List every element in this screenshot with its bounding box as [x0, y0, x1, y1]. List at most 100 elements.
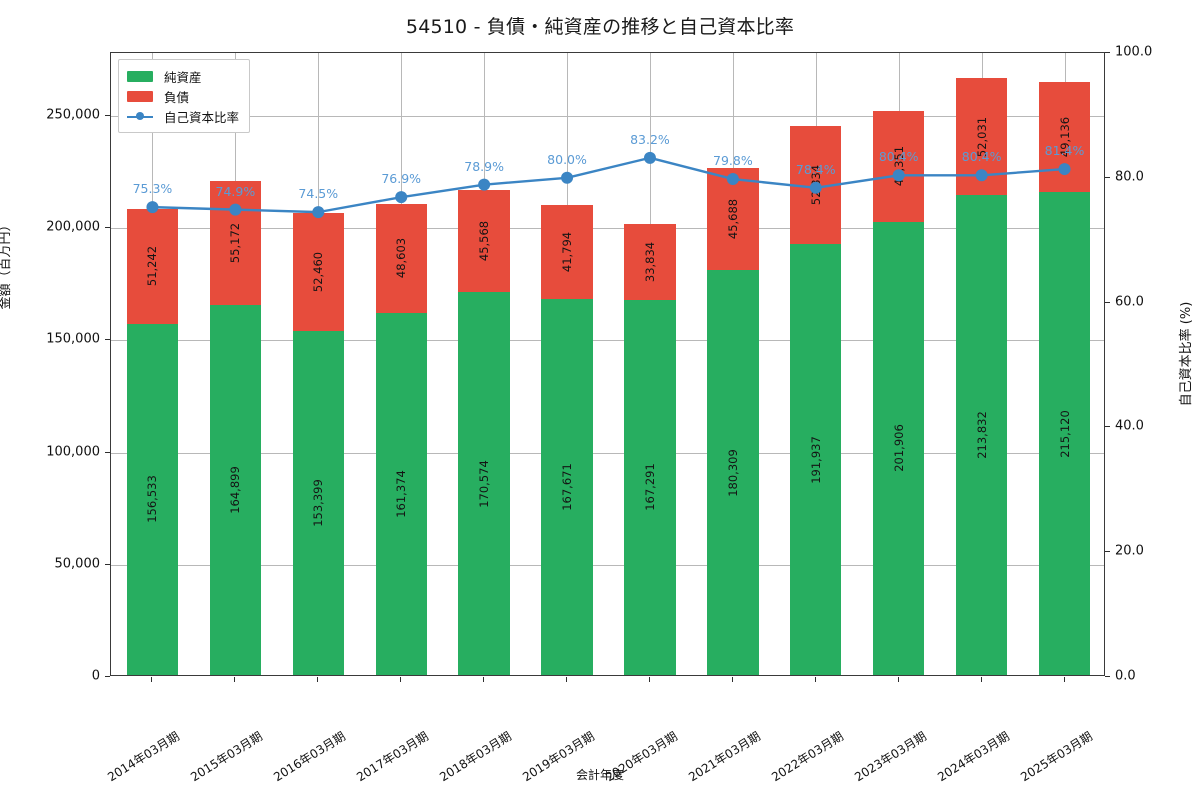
ratio-value-label: 80.4% [878, 149, 919, 165]
bar-segment-equity[interactable]: 167,671 [541, 298, 593, 675]
bar-segment-equity[interactable]: 201,906 [873, 221, 925, 675]
bar-segment-equity[interactable]: 215,120 [1038, 192, 1091, 675]
bar-group[interactable]: 191,93752,834 [790, 125, 842, 675]
ratio-value-label: 80.0% [547, 151, 587, 167]
y-axis-left-tick-label: 0 [91, 668, 100, 684]
gridline-horizontal [111, 228, 1104, 230]
y-axis-right-label: 自己資本比率 (%) [1179, 301, 1194, 407]
bar-segment-equity[interactable]: 164,899 [209, 304, 262, 675]
x-axis-tick-mark [897, 677, 899, 682]
x-axis-tick-mark [1063, 677, 1065, 682]
bar-group[interactable]: 153,399 52,460 [292, 212, 344, 675]
percent-labels-layer: 75.3% 74.9% 74.5% 76.9% 78.9% 80.0% 83.2% 79.8%… [111, 53, 1104, 675]
page-title: 54510 - 負債・純資産の推移と自己資本比率 [405, 16, 795, 38]
ratio-line-layer [146, 151, 1071, 219]
bar-group[interactable]: 215,120 49,136 [1038, 81, 1091, 675]
bar-segment-liabilities[interactable]: 51,242 [126, 208, 179, 324]
bar-segment-liabilities[interactable]: 49,351 [873, 111, 925, 222]
bar-segment-equity[interactable]: 170,574 [458, 292, 510, 675]
bar-segment-equity[interactable]: 167,291 [624, 299, 676, 675]
plot-area: 156,533 51,242 164,899 55,172 153,399 52,460 1… [110, 52, 1105, 676]
x-axis-tick-mark [151, 677, 153, 682]
legend-item-label: 純資産 [164, 69, 202, 85]
ratio-point-marker[interactable] [229, 203, 242, 216]
x-axis-tick-mark [400, 677, 402, 682]
legend-line-swatch [127, 111, 153, 122]
bar-group[interactable]: 170,574 45,568 [458, 189, 510, 675]
bar-segment-equity[interactable]: 161,374 [375, 312, 427, 675]
y-axis-left-tick-mark [105, 451, 110, 453]
x-axis-tick-mark [731, 677, 733, 682]
ratio-point-marker[interactable] [561, 171, 574, 184]
ratio-point-marker[interactable] [809, 181, 822, 194]
y-axis-right-tick-mark [1105, 676, 1110, 677]
gridline-horizontal [111, 115, 1104, 117]
ratio-value-label: 83.2% [630, 131, 670, 147]
bar-segment-equity[interactable]: 153,399 [292, 330, 344, 675]
y-axis-right-tick-mark [1105, 551, 1110, 553]
y-axis-right-tick-label: 20.0 [1115, 543, 1144, 559]
ratio-point-marker[interactable] [1058, 163, 1071, 176]
bar-segment-liabilities[interactable]: 55,172 [209, 181, 262, 305]
y-axis-right-tick-mark [1105, 176, 1110, 178]
y-axis-left-tick-label: 150,000 [46, 331, 100, 347]
ratio-point-marker[interactable] [975, 169, 988, 182]
ratio-point-marker[interactable] [643, 151, 656, 164]
bar-group[interactable]: 167,291 33,834 [624, 223, 676, 675]
ratio-point-marker[interactable] [395, 191, 408, 204]
gridline-horizontal [111, 564, 1104, 566]
y-axis-right-tick-mark [1105, 52, 1110, 53]
legend: 純資産負債 自己資本比率 [118, 59, 251, 133]
ratio-value-label: 74.5% [298, 186, 339, 202]
x-axis-label: 会計年度 [575, 768, 624, 782]
bar-segment-equity[interactable]: 180,309 [707, 270, 759, 675]
gridline-horizontal [111, 452, 1104, 454]
y-axis-right-tick-label: 40.0 [1115, 418, 1144, 434]
y-axis-left-tick-label: 200,000 [46, 219, 100, 235]
x-axis-tick-mark [317, 677, 319, 682]
ratio-value-label: 75.3% [132, 181, 173, 197]
ratio-point-marker[interactable] [146, 201, 159, 214]
ratio-point-marker[interactable] [892, 169, 905, 182]
y-axis-left-tick-mark [105, 676, 110, 677]
bar-segment-equity[interactable]: 156,533 [126, 323, 179, 675]
ratio-value-label: 78.9% [464, 158, 504, 174]
bar-segment-liabilities[interactable]: 52,460 [292, 212, 344, 331]
bar-segment-liabilities[interactable]: 45,568 [458, 189, 510, 293]
bar-group[interactable]: 201,906 49,351 [873, 111, 925, 675]
x-axis-tick-mark [234, 677, 236, 682]
ratio-value-label: 80.4% [961, 149, 1002, 165]
bar-group[interactable]: 156,533 51,242 [126, 208, 179, 675]
ratio-value-label: 78.4% [795, 161, 836, 177]
bar-group[interactable]: 164,899 55,172 [209, 181, 262, 675]
ratio-point-marker[interactable] [478, 178, 491, 191]
legend-item[interactable]: 負債 [127, 86, 239, 106]
bar-group[interactable]: 161,374 48,603 [375, 203, 427, 675]
legend-item-label: 負債 [164, 89, 190, 105]
ratio-value-label: 81.4% [1044, 143, 1085, 159]
ratio-point-marker[interactable] [726, 173, 739, 186]
bar-group[interactable]: 167,671 41,794 [541, 204, 593, 675]
bar-segment-equity[interactable]: 213,832 [955, 195, 1008, 675]
x-axis-tick-mark [814, 677, 816, 682]
y-axis-right-tick-label: 60.0 [1115, 294, 1144, 310]
y-axis-right-tick-label: 100.0 [1115, 44, 1153, 60]
legend-item[interactable]: 自己資本比率 [127, 106, 239, 126]
ratio-line [152, 156, 1065, 214]
y-axis-right-tick-mark [1105, 426, 1110, 428]
y-axis-left-tick-label: 100,000 [46, 444, 100, 460]
x-axis-tick-mark [566, 677, 568, 682]
ratio-value-label: 74.9% [215, 183, 256, 199]
bar-segment-liabilities[interactable]: 33,834 [624, 223, 676, 300]
ratio-point-marker[interactable] [312, 206, 325, 219]
y-axis-right-tick-label: 0.0 [1115, 668, 1136, 684]
x-axis-tick-mark [980, 677, 982, 682]
legend-item[interactable]: 純資産 [127, 66, 239, 86]
bar-segment-liabilities[interactable]: 48,603 [375, 203, 427, 313]
ratio-value-label: 76.9% [381, 171, 422, 187]
bars-layer: 156,533 51,242 164,899 55,172 153,399 52,460 1… [111, 53, 1104, 675]
bar-segment-liabilities[interactable]: 41,794 [541, 204, 593, 299]
gridline-horizontal [111, 340, 1104, 342]
bar-segment-equity[interactable]: 191,937 [790, 244, 842, 675]
